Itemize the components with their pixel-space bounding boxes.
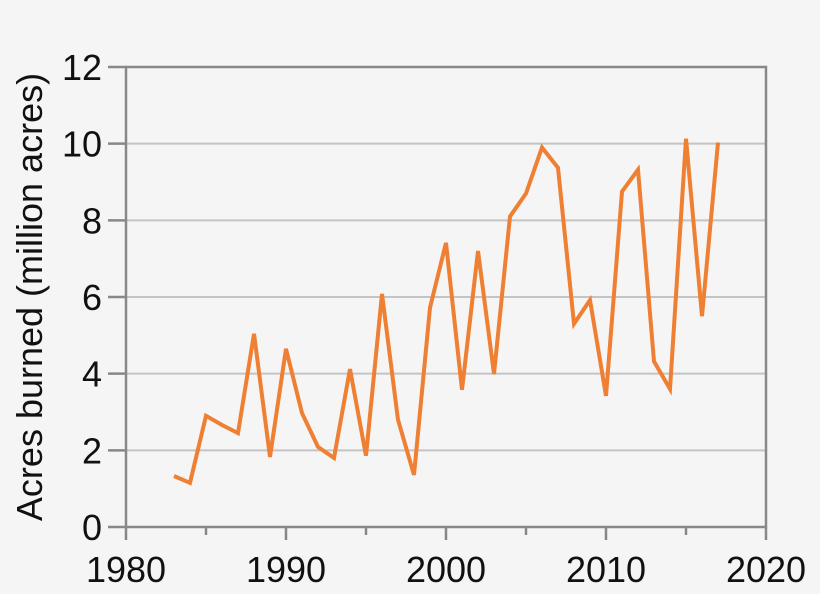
y-tick-label: 12 bbox=[62, 47, 102, 88]
x-tick-label: 1980 bbox=[86, 549, 166, 590]
y-axis-ticks: 0 2 4 6 8 10 12 bbox=[62, 47, 126, 548]
x-tick-label: 2020 bbox=[726, 549, 806, 590]
x-tick-label: 2000 bbox=[406, 549, 486, 590]
y-tick-label: 8 bbox=[82, 200, 102, 241]
y-tick-label: 10 bbox=[62, 124, 102, 165]
y-tick-label: 0 bbox=[82, 507, 102, 548]
y-axis-title: Acres burned (million acres) bbox=[9, 73, 50, 521]
y-tick-label: 6 bbox=[82, 277, 102, 318]
gridlines bbox=[126, 142, 766, 452]
x-axis-ticks: 1980 1990 2000 2010 2020 bbox=[86, 527, 806, 590]
data-series bbox=[173, 138, 720, 486]
y-tick-label: 2 bbox=[82, 430, 102, 471]
x-tick-label: 1990 bbox=[246, 549, 326, 590]
x-tick-label: 2010 bbox=[566, 549, 646, 590]
series-line bbox=[173, 138, 720, 486]
y-tick-label: 4 bbox=[82, 354, 102, 395]
